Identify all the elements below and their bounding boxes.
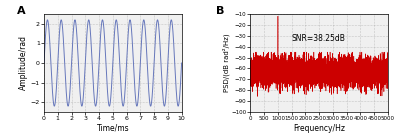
X-axis label: Frequency/Hz: Frequency/Hz [293, 124, 345, 133]
X-axis label: Time/ms: Time/ms [96, 124, 129, 133]
Y-axis label: PSD/(dB rad²/Hz): PSD/(dB rad²/Hz) [222, 34, 230, 92]
Y-axis label: Amplitude/rad: Amplitude/rad [19, 36, 28, 90]
Text: SNR=38.25dB: SNR=38.25dB [292, 34, 346, 43]
Text: A: A [16, 6, 25, 16]
Text: B: B [216, 6, 224, 16]
